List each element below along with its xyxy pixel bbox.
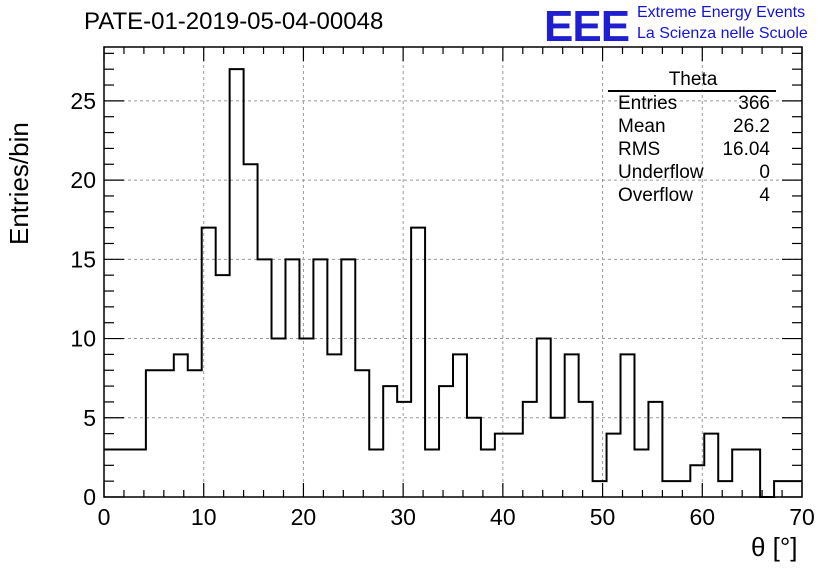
x-tick-label: 50: [590, 504, 616, 530]
histogram-step-line: [104, 68, 802, 498]
grid-layer: [104, 47, 802, 497]
stats-value: 4: [759, 185, 770, 206]
stats-row-underflow: Underflow 0: [608, 162, 778, 185]
stats-row-overflow: Overflow 4: [608, 185, 778, 208]
plot-frame: [103, 46, 803, 498]
stats-value: 26.2: [733, 116, 770, 137]
x-tick-label: 60: [689, 504, 715, 530]
x-tick-label: 40: [490, 504, 516, 530]
stats-value: 366: [738, 93, 770, 114]
stats-row-rms: RMS 16.04: [608, 139, 778, 162]
x-tick-label: 70: [789, 504, 815, 530]
logo-text-line1: Extreme Energy Events: [637, 4, 806, 21]
stats-label: Underflow: [618, 162, 704, 183]
stats-row-entries: Entries 366: [608, 93, 778, 116]
x-tick-label: 30: [390, 504, 416, 530]
chart-title: PATE-01-2019-05-04-00048: [84, 8, 384, 35]
x-tick-label: 10: [191, 504, 217, 530]
stats-label: Overflow: [618, 185, 693, 206]
y-tick-label: 0: [83, 484, 96, 510]
x-tick-label: 0: [98, 504, 111, 530]
stats-value: 0: [759, 162, 770, 183]
x-axis-label: θ [°]: [751, 532, 798, 562]
stats-value: 16.04: [722, 139, 770, 160]
stats-box-divider: [608, 90, 776, 92]
stats-label: RMS: [618, 139, 661, 160]
y-tick-label: 15: [70, 246, 96, 272]
logo-text-line2: La Scienza nelle Scuole: [637, 25, 808, 42]
y-tick-label: 10: [70, 326, 96, 352]
eee-logo-mark: EEE: [544, 2, 630, 51]
stats-label: Entries: [618, 93, 678, 114]
stats-box: Theta Entries 366 Mean 26.2 RMS 16.04 Un…: [608, 70, 778, 208]
y-tick-label: 20: [70, 167, 96, 193]
y-tick-label: 25: [70, 88, 96, 114]
stats-box-title: Theta: [668, 69, 718, 90]
stats-row-mean: Mean 26.2: [608, 116, 778, 139]
y-tick-label: 5: [83, 405, 96, 431]
tick-layer: [103, 47, 803, 498]
stats-label: Mean: [618, 116, 666, 137]
x-tick-label: 20: [291, 504, 317, 530]
